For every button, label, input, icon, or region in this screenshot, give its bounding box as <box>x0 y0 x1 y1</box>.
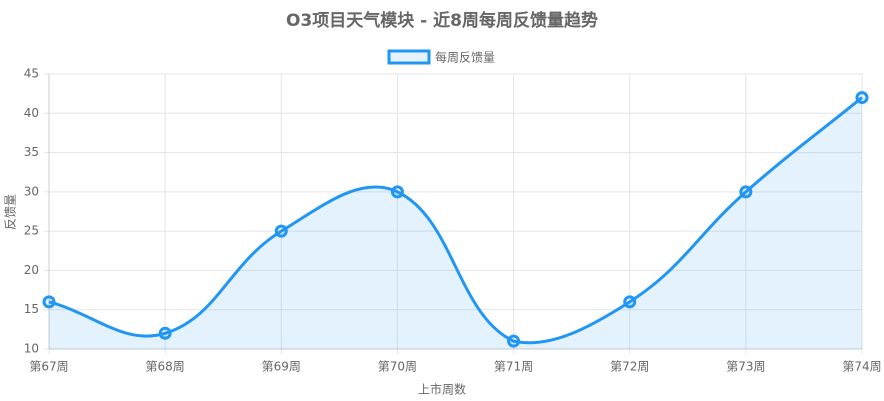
chart-title: O3项目天气模块 - 近8周每周反馈量趋势 <box>286 10 598 31</box>
point <box>739 185 753 199</box>
legend-swatch <box>387 49 431 65</box>
x-tick-label: 第72周 <box>610 360 649 374</box>
line <box>48 96 863 345</box>
y-axis-label: 反馈量 <box>4 194 18 230</box>
point <box>623 295 637 309</box>
point <box>274 224 288 238</box>
x-tick-label: 第71周 <box>494 360 533 374</box>
point <box>855 91 869 105</box>
y-tick-label: 35 <box>24 145 39 159</box>
y-tick-label: 20 <box>24 263 39 277</box>
point <box>42 295 56 309</box>
point <box>507 334 521 348</box>
area <box>49 97 862 349</box>
legend-label: 每周反馈量 <box>435 50 495 65</box>
x-tick-label: 第73周 <box>726 360 765 374</box>
y-tick-label: 25 <box>24 224 39 238</box>
x-tick-label: 第67周 <box>29 360 68 374</box>
y-tick-label: 15 <box>24 302 39 316</box>
x-tick-label: 第68周 <box>146 360 185 374</box>
y-tick-label: 30 <box>24 184 39 198</box>
x-tick-label: 第74周 <box>842 360 881 374</box>
y-tick-label: 10 <box>24 342 39 356</box>
y-tick-label: 40 <box>24 106 39 120</box>
y-tick-label: 45 <box>24 67 39 81</box>
x-tick-label: 第69周 <box>262 360 301 374</box>
point <box>158 326 172 340</box>
point <box>390 185 404 199</box>
x-tick-label: 第70周 <box>378 360 417 374</box>
x-axis-label: 上市周数 <box>418 382 466 397</box>
